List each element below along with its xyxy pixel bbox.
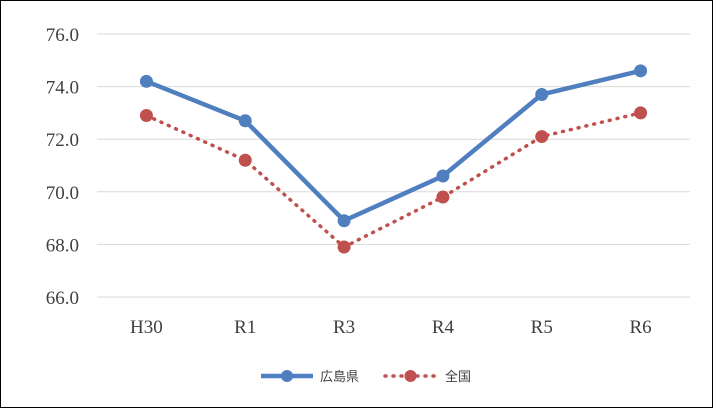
data-point xyxy=(436,169,450,183)
y-axis-tick-labels: 66.0 68.0 70.0 72.0 74.0 76.0 xyxy=(46,25,79,309)
y-tick-label: 72.0 xyxy=(46,130,79,151)
series-line xyxy=(144,111,643,249)
gridlines xyxy=(97,33,690,298)
data-point xyxy=(238,114,252,128)
data-point xyxy=(535,130,549,144)
data-point xyxy=(535,87,549,101)
y-tick-label: 76.0 xyxy=(46,25,79,46)
y-tick-label: 70.0 xyxy=(46,183,79,204)
series-line xyxy=(145,68,642,223)
x-axis-tick-labels: H30 R1 R3 R4 R5 R6 xyxy=(130,317,652,338)
data-point xyxy=(337,214,351,228)
series-hiroshima xyxy=(139,64,648,228)
x-tick-label: R6 xyxy=(629,317,651,338)
legend-label: 広島県 xyxy=(320,370,359,385)
data-point xyxy=(436,190,450,204)
x-tick-label: R4 xyxy=(432,317,455,338)
data-point xyxy=(634,106,648,120)
legend-item: 全国 xyxy=(383,369,471,385)
data-point xyxy=(238,153,252,167)
y-tick-label: 66.0 xyxy=(46,288,79,309)
y-tick-label: 74.0 xyxy=(46,78,79,99)
data-point xyxy=(337,240,351,254)
x-tick-label: R3 xyxy=(333,317,355,338)
series-layer xyxy=(139,64,648,254)
y-tick-label: 68.0 xyxy=(46,235,79,256)
data-point xyxy=(139,74,153,88)
data-point xyxy=(139,109,153,123)
legend-marker xyxy=(281,370,293,382)
legend-marker xyxy=(404,370,417,382)
x-tick-label: R1 xyxy=(234,317,256,338)
x-tick-label: H30 xyxy=(130,317,163,338)
legend-item: 広島県 xyxy=(261,370,359,385)
legend-label: 全国 xyxy=(445,369,471,385)
legend: 広島県 全国 xyxy=(261,369,471,385)
x-tick-label: R5 xyxy=(531,317,553,338)
series-national xyxy=(139,106,648,254)
data-point xyxy=(634,64,648,78)
